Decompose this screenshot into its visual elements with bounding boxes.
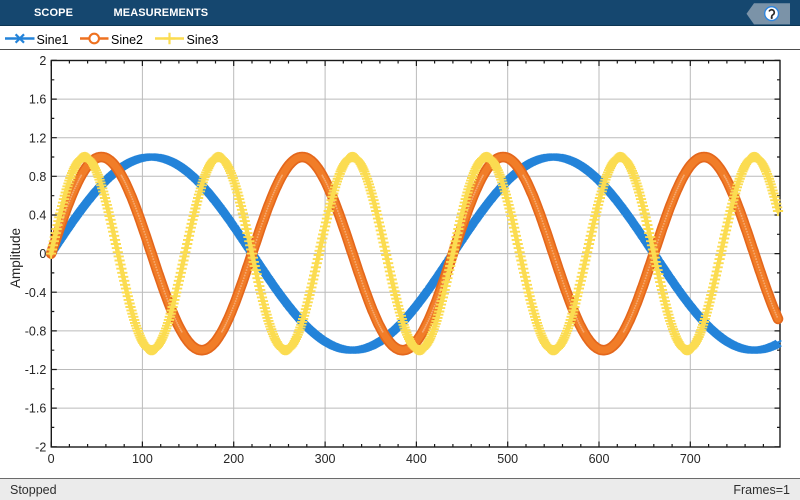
svg-text:1.2: 1.2 [29,131,46,145]
svg-text:200: 200 [223,452,244,466]
svg-text:700: 700 [680,452,701,466]
svg-text:400: 400 [406,452,427,466]
svg-text:-0.4: -0.4 [25,286,47,300]
svg-text:100: 100 [132,452,153,466]
svg-text:-1.2: -1.2 [25,363,47,377]
svg-text:-2: -2 [35,440,46,454]
svg-text:-0.8: -0.8 [25,325,47,339]
svg-text:0.8: 0.8 [29,170,46,184]
svg-text:0: 0 [39,247,46,261]
svg-text:Amplitude: Amplitude [8,228,23,288]
svg-text:300: 300 [315,452,336,466]
svg-text:0: 0 [48,452,55,466]
svg-text:1.6: 1.6 [29,93,46,107]
svg-text:2: 2 [39,54,46,68]
svg-text:500: 500 [497,452,518,466]
svg-text:0.4: 0.4 [29,209,46,223]
svg-text:-1.6: -1.6 [25,402,47,416]
svg-text:600: 600 [589,452,610,466]
